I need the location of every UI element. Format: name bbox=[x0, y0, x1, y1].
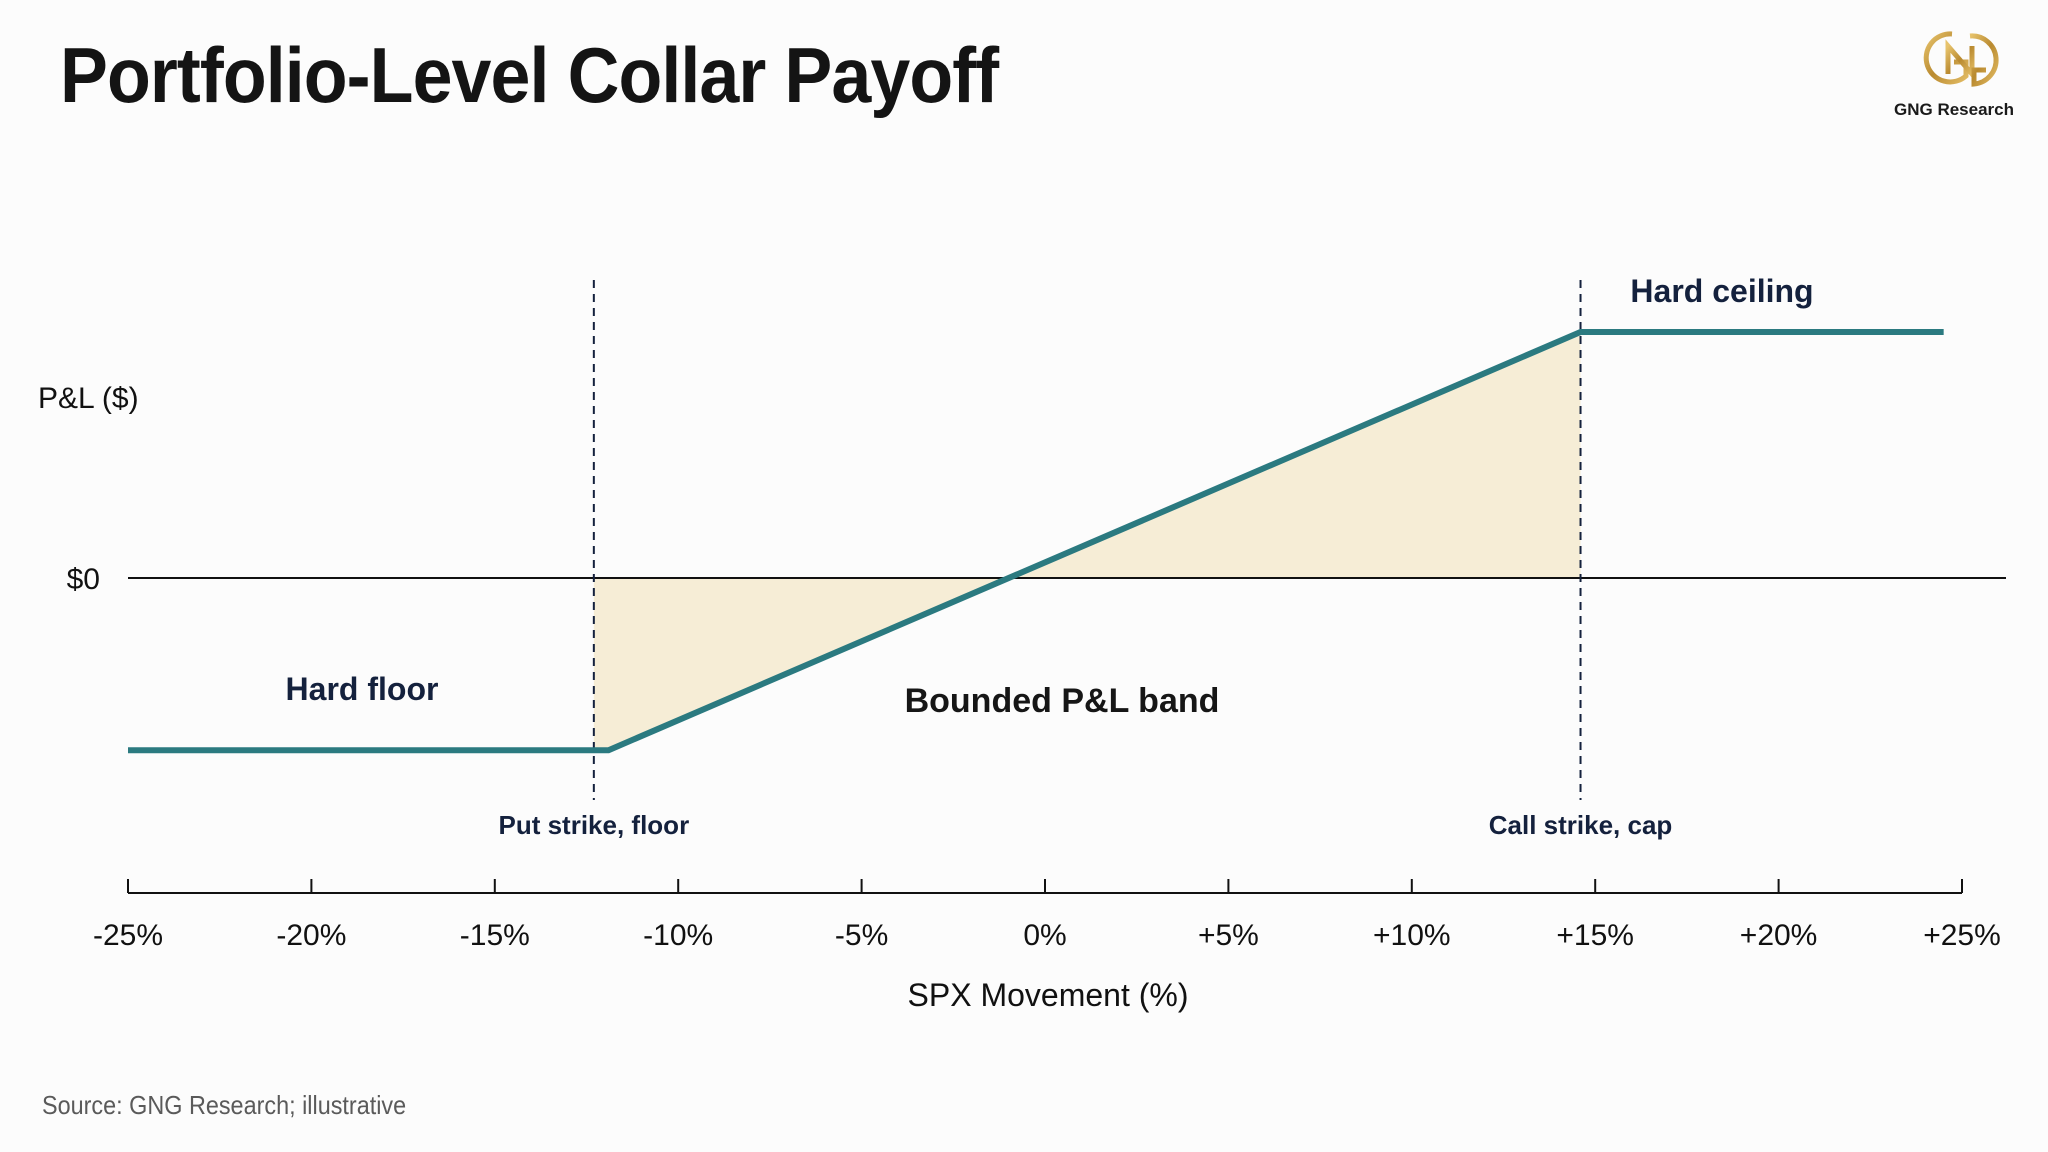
put-strike-label: Put strike, floor bbox=[498, 810, 689, 840]
payoff-line bbox=[128, 329, 1944, 754]
x-tick-label: +10% bbox=[1373, 919, 1451, 952]
y-zero-label: $0 bbox=[67, 563, 100, 596]
bounded-band-area bbox=[593, 332, 1581, 751]
gng-logo-icon bbox=[1923, 31, 1999, 87]
x-tick-label: +25% bbox=[1923, 919, 2001, 952]
annotation-hard-floor: Hard floor bbox=[286, 671, 439, 707]
x-tick-label: 0% bbox=[1023, 919, 1066, 952]
x-axis-label: SPX Movement (%) bbox=[908, 977, 1189, 1013]
brand-name: GNG Research bbox=[1894, 100, 2014, 119]
annotation-hard-ceiling: Hard ceiling bbox=[1630, 273, 1813, 309]
y-axis-label: P&L ($) bbox=[38, 382, 139, 415]
x-tick-label: +15% bbox=[1556, 919, 1634, 952]
x-tick-label: -25% bbox=[93, 919, 163, 952]
x-tick-label: +5% bbox=[1198, 919, 1259, 952]
x-tick-label: -10% bbox=[643, 919, 713, 952]
x-tick-label: -5% bbox=[835, 919, 888, 952]
x-tick-label: -20% bbox=[276, 919, 346, 952]
x-tick-label: -15% bbox=[460, 919, 530, 952]
brand-logo: GNG Research bbox=[1884, 26, 2024, 126]
call-strike-label: Call strike, cap bbox=[1489, 810, 1673, 840]
chart-title: Portfolio-Level Collar Payoff bbox=[60, 31, 999, 119]
annotation-bounded-band: Bounded P&L band bbox=[905, 682, 1220, 720]
source-note: Source: GNG Research; illustrative bbox=[42, 1090, 407, 1120]
x-tick-label: +20% bbox=[1740, 919, 1818, 952]
